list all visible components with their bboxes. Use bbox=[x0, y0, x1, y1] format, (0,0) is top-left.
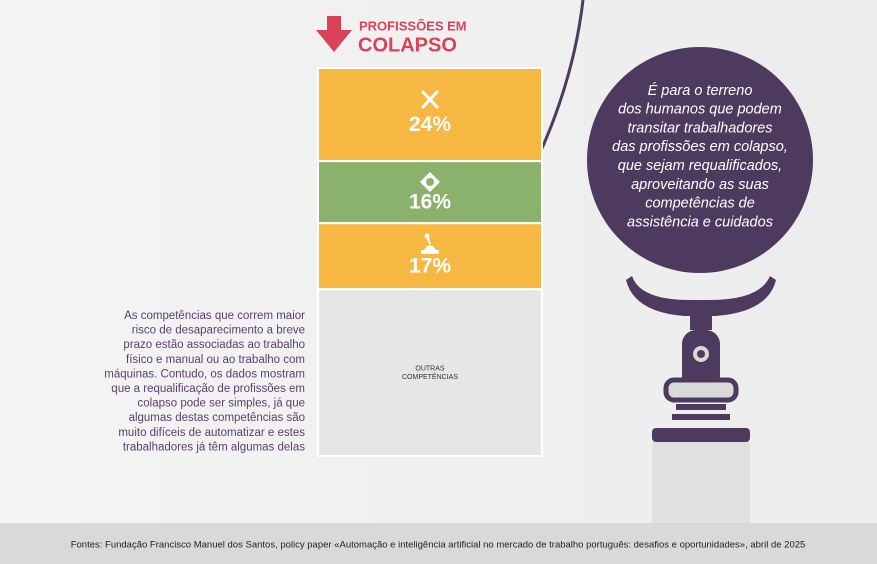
robot-arm bbox=[626, 276, 776, 523]
paragraph-line: muito difíceis de automatizar e estes bbox=[118, 427, 305, 439]
value-label: 16% bbox=[409, 191, 451, 214]
bubble-text: É para o terreno dos humanos que podem tra… bbox=[612, 82, 788, 231]
bubble-line: aproveitando as suas bbox=[631, 177, 769, 193]
lever-icon bbox=[421, 233, 439, 254]
stacked-column: 24% 16% 17% OUTRAS COMPETÊNCIAS bbox=[317, 67, 543, 457]
paragraph-line: risco de desaparecimento a breve bbox=[132, 325, 305, 337]
value-label: 17% bbox=[409, 255, 451, 278]
down-arrow bbox=[316, 16, 352, 52]
bubble-line: competências de bbox=[645, 196, 755, 212]
bar-segment bbox=[317, 288, 543, 457]
care-icon bbox=[420, 172, 440, 192]
bar-segment bbox=[317, 160, 543, 225]
title-line: PROFISSÕES EM bbox=[359, 18, 467, 33]
paragraph-line: algumas destas competências são bbox=[129, 412, 305, 424]
title-line: COLAPSO bbox=[358, 34, 457, 56]
paragraph-line: prazo estão associadas ao trabalho bbox=[123, 339, 305, 351]
bubble-line: É para o terreno bbox=[648, 82, 753, 99]
segment-label: OUTRAS COMPETÊNCIAS bbox=[402, 365, 458, 380]
bubble-line: que sejam requalificados, bbox=[618, 158, 782, 174]
footer-band bbox=[0, 523, 877, 564]
tools-icon bbox=[421, 90, 439, 109]
paragraph-line: trabalhadores já têm algumas delas bbox=[123, 441, 305, 453]
bubble-line: transitar trabalhadores bbox=[627, 120, 772, 136]
paragraph-line: As competências que correm maior bbox=[124, 310, 305, 322]
paragraph-line: físico e manual ou ao trabalho com bbox=[126, 354, 305, 366]
source-note: Fontes: Fundação Francisco Manuel dos Sa… bbox=[71, 540, 806, 551]
bubble-line: dos humanos que podem bbox=[618, 102, 782, 118]
paragraph-line: máquinas. Contudo, os dados mostram bbox=[104, 368, 305, 380]
paragraph-line: colapso pode ser simples, já que bbox=[138, 398, 306, 410]
bubble-line: das profissões em colapso, bbox=[612, 139, 788, 155]
bubble-line: assistência e cuidados bbox=[627, 214, 773, 230]
speech-bubble bbox=[587, 47, 813, 273]
value-label: 24% bbox=[409, 113, 451, 136]
bar-segment bbox=[317, 222, 543, 291]
left-paragraph: As competências que correm maior risco de… bbox=[104, 310, 305, 453]
paragraph-line: que a requalificação de profissões em bbox=[111, 383, 305, 395]
